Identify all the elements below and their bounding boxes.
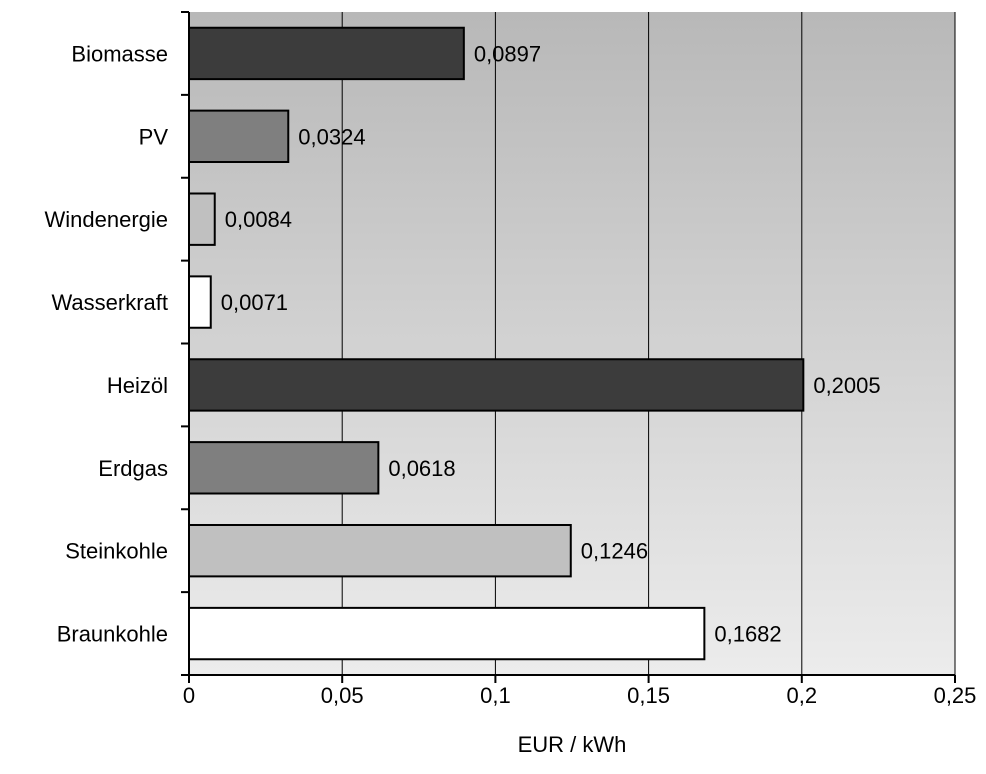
data-label: 0,0071 <box>221 290 288 315</box>
x-tick-label: 0 <box>183 683 195 708</box>
data-label: 0,2005 <box>813 373 880 398</box>
bar <box>188 192 216 246</box>
data-label: 0,0897 <box>474 41 541 66</box>
category-label: Windenergie <box>44 207 168 232</box>
x-tick-label: 0,2 <box>787 683 818 708</box>
bar <box>188 606 706 661</box>
data-labels: 0,0897 0,0324 0,0084 0,0071 0,2005 0,0618 0,12… <box>221 41 881 646</box>
bars <box>188 26 805 661</box>
x-tick-label: 0,1 <box>480 683 511 708</box>
category-label: PV <box>139 124 169 149</box>
category-label: Steinkohle <box>65 539 168 564</box>
bar <box>188 358 805 412</box>
data-label: 0,1246 <box>581 539 648 564</box>
tick-labels: 0 0,05 0,1 0,15 0,2 0,25 <box>183 683 977 708</box>
category-label: Heizöl <box>107 373 168 398</box>
category-label: Wasserkraft <box>51 290 168 315</box>
x-axis-title: EUR / kWh <box>518 732 627 757</box>
category-labels: Biomasse PV Windenergie Wasserkraft Heizöl Er… <box>44 41 168 646</box>
data-label: 0,1682 <box>714 622 781 647</box>
axes <box>181 11 956 683</box>
bar <box>188 441 380 495</box>
category-label: Braunkohle <box>57 622 168 647</box>
category-label: Erdgas <box>98 456 168 481</box>
bar <box>188 109 290 164</box>
data-label: 0,0324 <box>298 124 365 149</box>
bar <box>188 523 572 578</box>
bar <box>188 26 465 81</box>
data-label: 0,0618 <box>388 456 455 481</box>
x-tick-label: 0,15 <box>627 683 670 708</box>
x-tick-label: 0,25 <box>934 683 977 708</box>
x-tick-label: 0,05 <box>321 683 364 708</box>
bar <box>188 275 212 329</box>
category-label: Biomasse <box>71 41 168 66</box>
data-label: 0,0084 <box>225 207 292 232</box>
